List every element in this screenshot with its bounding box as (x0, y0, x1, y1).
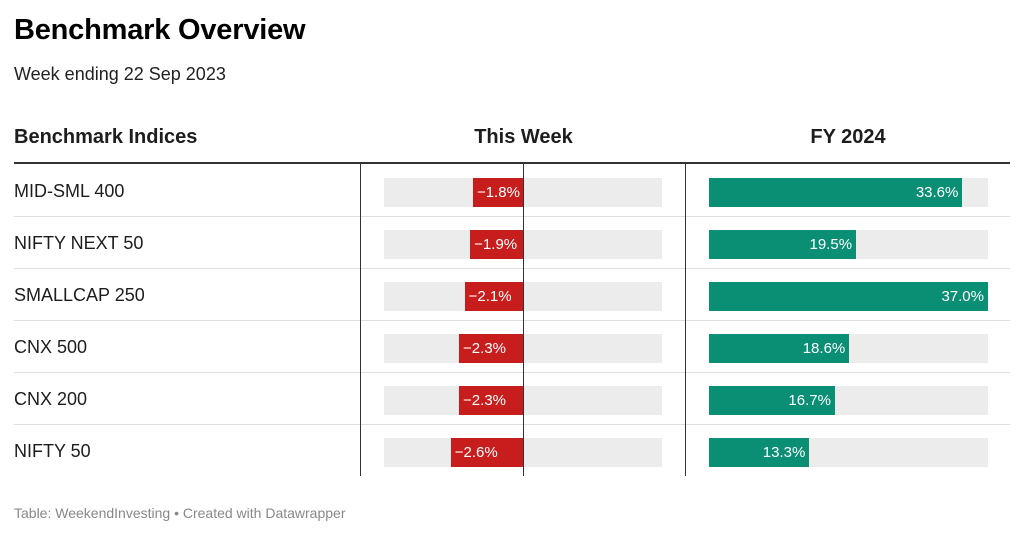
fy-bar (709, 178, 963, 207)
fy-bar-track: 18.6% (709, 334, 988, 363)
week-bar (459, 334, 523, 363)
week-bar (459, 386, 523, 415)
source-footer: Table: WeekendInvesting • Created with D… (14, 505, 346, 521)
week-value-label: −2.3% (463, 340, 506, 357)
fy-bar-track: 33.6% (709, 178, 988, 207)
fy-value-label: 16.7% (788, 392, 831, 409)
index-name: NIFTY 50 (14, 441, 91, 461)
fy-value-label: 33.6% (915, 184, 959, 201)
week-value-label: −1.9% (474, 236, 518, 253)
table-row[interactable]: CNX 500 −2.3% 18.6% (14, 321, 1010, 373)
fy-bar-track: 37.0% (709, 282, 988, 311)
row-separator (14, 320, 1010, 321)
index-name: NIFTY NEXT 50 (14, 233, 144, 253)
index-name: SMALLCAP 250 (14, 285, 145, 305)
table-row[interactable]: NIFTY 50 −2.6% 13.3% (14, 425, 1010, 477)
index-name: CNX 200 (14, 389, 88, 409)
fy-bar (709, 386, 835, 415)
fy-bar (709, 334, 850, 363)
row-separator (14, 372, 1010, 373)
row-separator (14, 216, 1010, 217)
week-value-label: −2.6% (454, 444, 498, 461)
fy-bar-track: 13.3% (709, 438, 988, 467)
fy-bar-track: 19.5% (709, 230, 988, 259)
table-row[interactable]: SMALLCAP 250 −2.1% 37.0% (14, 269, 1010, 321)
week-bar (472, 178, 523, 207)
week-zero-axis (523, 164, 524, 476)
week-value-label: −2.3% (463, 392, 506, 409)
column-header-indices[interactable]: Benchmark Indices (14, 126, 198, 148)
chart-title: Benchmark Overview (14, 14, 306, 46)
week-value-label: −1.8% (476, 184, 520, 201)
table-row[interactable]: CNX 200 −2.3% 16.7% (14, 373, 1010, 425)
week-value-label: −2.1% (468, 288, 512, 305)
index-name: CNX 500 (14, 337, 88, 357)
header-rule (14, 162, 1010, 164)
fy-bar (709, 282, 988, 311)
week-bar (450, 438, 523, 467)
index-name: MID-SML 400 (14, 181, 125, 201)
fy-bar (709, 438, 810, 467)
fy-value-label: 37.0% (941, 288, 984, 305)
fy-value-label: 13.3% (762, 444, 806, 461)
column-header-fy2024[interactable]: FY 2024 (810, 126, 886, 148)
table-row[interactable]: MID-SML 400 −1.8% 33.6% (14, 165, 1010, 217)
row-separator (14, 424, 1010, 425)
week-bar (464, 282, 523, 311)
column-divider-week (360, 164, 361, 476)
fy-value-label: 19.5% (809, 236, 853, 253)
fy-value-label: 18.6% (802, 340, 846, 357)
column-header-this-week[interactable]: This Week (474, 126, 573, 148)
fy-bar (709, 230, 857, 259)
chart-subtitle: Week ending 22 Sep 2023 (14, 64, 226, 84)
week-bar (470, 230, 523, 259)
table-row[interactable]: NIFTY NEXT 50 −1.9% 19.5% (14, 217, 1010, 269)
row-separator (14, 268, 1010, 269)
fy-bar-track: 16.7% (709, 386, 988, 415)
column-divider-fy (685, 164, 686, 476)
